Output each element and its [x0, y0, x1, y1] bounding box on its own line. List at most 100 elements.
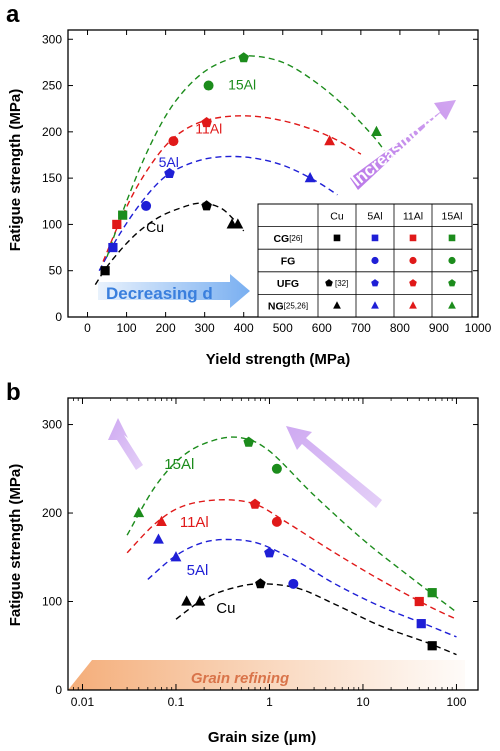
point-5al-pentagon: [164, 167, 175, 178]
fit-curve-b-5al: [147, 538, 457, 638]
legend-row-label-cg: CG[26]: [273, 233, 302, 245]
point-b-11al-pentagon: [249, 498, 261, 509]
panel-b-x-tick-label: 10: [356, 695, 370, 709]
legend-header-11al: 11Al: [403, 210, 423, 222]
legend-marker-ng-cu: [333, 301, 341, 309]
legend-row-label-fg: FG: [281, 256, 296, 268]
legend-marker-cg-15al: [448, 234, 456, 242]
point-b-11al-circle: [271, 516, 282, 527]
point-b-15al-square: [427, 588, 437, 598]
point-15al-circle: [203, 80, 214, 91]
increasing-al-arrow: [350, 100, 456, 190]
curve-label-cu: Cu: [146, 219, 164, 235]
point-b-15al-pentagon: [243, 436, 255, 447]
point-cu-pentagon: [201, 200, 212, 211]
point-b-11al-square: [414, 596, 424, 607]
legend-marker-cg-5al: [371, 234, 379, 242]
panel-a-axes: 0 100 200 300 400 500 600 700 800 900 1000 0 50 100 15…: [42, 29, 492, 335]
panel-a-x-tick-label: 900: [429, 321, 449, 335]
legend-marker-cg-cu: [333, 234, 341, 242]
fit-curve-5al: [98, 155, 338, 272]
panel-b-y-tick-label: 0: [55, 683, 62, 697]
refining-left-arrow: [108, 418, 143, 470]
point-cu-triangle: [232, 218, 244, 229]
point-b-cu-pentagon: [255, 578, 266, 589]
panel-a-y-tick-label: 250: [42, 79, 62, 93]
legend-marker-cg-11al: [409, 234, 417, 242]
panel-a-y-tick-label: 300: [42, 32, 62, 46]
legend-marker-ufg-cu: [325, 279, 333, 287]
legend-table: Cu 5Al 11Al 15Al CG[26] FG UFG [32] NG[25,26]: [257, 203, 473, 318]
panel-b-y-tick-label: 300: [42, 418, 62, 432]
point-5al-triangle: [304, 172, 316, 183]
panel-b-x-tick-label: 0.01: [71, 695, 95, 709]
panel-a-x-tick-label: 400: [234, 321, 254, 335]
panel-a-x-tick-label: 500: [273, 321, 293, 335]
point-b-5al-triangle: [153, 533, 164, 544]
panel-a-x-tick-label: 800: [390, 321, 410, 335]
point-b-15al-circle: [271, 463, 282, 474]
point-b-5al-circle: [288, 578, 299, 589]
point-cu-square: [100, 266, 110, 276]
curve-label-b-5al: 5Al: [187, 562, 209, 579]
point-b-11al-triangle: [156, 515, 167, 526]
legend-marker-fg-11al: [409, 256, 417, 265]
legend-marker-ufg-11al: [409, 279, 417, 287]
fit-curve-cu: [94, 202, 245, 285]
point-b-15al-triangle: [133, 506, 145, 518]
panel-b-y-label: Fatigue strength (MPa): [7, 464, 24, 627]
fit-curve-b-15al: [126, 436, 457, 613]
fit-curve-b-11al: [126, 499, 457, 620]
decreasing-d-arrow: [98, 274, 250, 308]
panel-b-points: [133, 436, 437, 651]
panel-b-x-label: Grain size (μm): [208, 729, 316, 746]
point-b-cu-triangle: [181, 595, 193, 606]
curve-label-b-11al: 11Al: [180, 514, 209, 531]
legend-table-frame: [257, 203, 473, 318]
curve-label-11al: 11Al: [195, 121, 222, 137]
panel-a: a Fatigue strength (MPa) Yield strength …: [6, 1, 492, 368]
panel-a-label: a: [6, 1, 20, 28]
legend-marker-ufg-5al: [371, 279, 379, 287]
panel-b-y-tick-label: 100: [42, 595, 62, 609]
legend-row-label-ng: NG[25,26]: [268, 301, 308, 313]
curve-label-b-15al: 15Al: [164, 456, 194, 473]
legend-marker-ufg-15al: [448, 279, 456, 287]
point-15al-square: [118, 210, 128, 220]
fit-curve-11al: [102, 115, 362, 262]
panel-a-x-tick-label: 100: [117, 321, 137, 335]
panel-a-x-tick-label: 600: [312, 321, 332, 335]
panel-b-x-tick-label: 100: [446, 695, 466, 709]
panel-a-x-label: Yield strength (MPa): [206, 351, 350, 368]
legend-marker-fg-5al: [371, 256, 379, 265]
point-b-cu-triangle: [194, 595, 206, 606]
point-b-5al-pentagon: [264, 547, 275, 558]
panel-a-y-tick-label: 200: [42, 125, 62, 139]
increasing-al-label: Increasing Al: [348, 109, 442, 191]
panel-b-curve-labels: Cu 5Al 11Al 15Al: [164, 456, 235, 617]
point-11al-triangle: [324, 134, 336, 146]
decreasing-d-label: Decreasing d: [106, 284, 213, 303]
point-11al-square: [112, 219, 122, 230]
panel-a-x-tick-label: 1000: [465, 321, 492, 335]
point-5al-square: [108, 242, 118, 253]
panel-b-x-tick-label: 1: [266, 695, 273, 709]
curve-label-5al: 5Al: [159, 154, 179, 170]
point-15al-triangle: [371, 125, 382, 136]
panel-a-y-tick-label: 0: [55, 310, 62, 324]
panel-b-label: b: [6, 379, 21, 406]
fit-curve-b-cu: [175, 583, 457, 656]
panel-a-points: [100, 52, 382, 276]
refining-right-arrow: [286, 426, 382, 508]
point-b-5al-square: [416, 619, 426, 629]
curve-label-b-cu: Cu: [216, 600, 235, 617]
panel-b-axes: 0.01 0.1 1 10 100 0 100 200 300: [42, 397, 479, 709]
panel-b-fit-curves: [126, 436, 457, 656]
point-5al-circle: [141, 200, 152, 211]
point-15al-pentagon: [238, 52, 249, 63]
point-11al-pentagon: [201, 117, 212, 128]
panel-a-y-tick-label: 100: [42, 217, 62, 231]
panel-b-y-tick-label: 200: [42, 506, 62, 520]
legend-marker-fg-15al: [448, 256, 456, 265]
